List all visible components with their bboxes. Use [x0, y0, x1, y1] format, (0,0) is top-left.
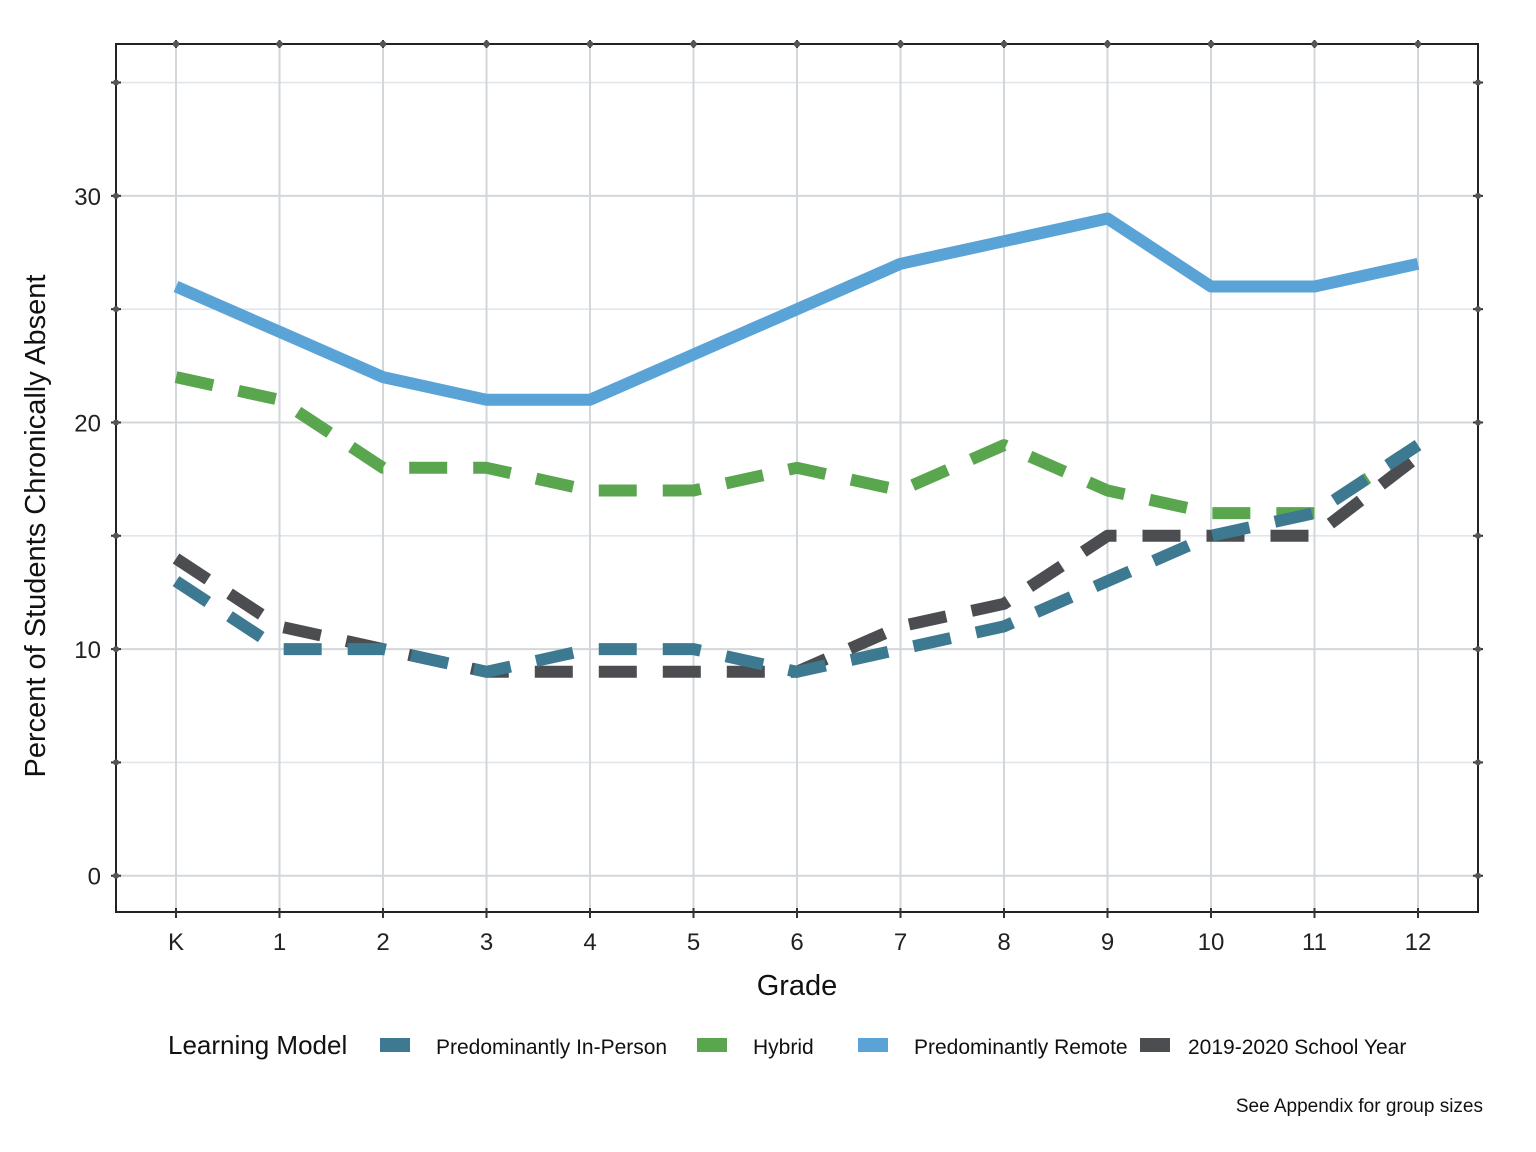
- y-tick-label: 30: [74, 184, 101, 211]
- axis-ticks: [111, 40, 1483, 918]
- x-tick-dot-top: [690, 40, 697, 48]
- y-axis-title: Percent of Students Chronically Absent: [20, 275, 52, 778]
- legend-swatch: [380, 1038, 410, 1052]
- x-tick-label: 1: [273, 929, 286, 956]
- x-tick-label: 10: [1198, 929, 1225, 956]
- x-tick-label: 7: [894, 929, 907, 956]
- y-tick-label: 20: [74, 410, 101, 437]
- y-tick-dot-right: [1475, 79, 1481, 86]
- legend-swatch: [697, 1038, 727, 1052]
- x-tick-dot-top: [379, 40, 387, 48]
- x-tick-dot-top: [586, 40, 594, 48]
- y-tick-dot-left: [113, 419, 119, 426]
- y-tick-dot-right: [1475, 419, 1481, 426]
- series-line-1: [172, 440, 1422, 678]
- y-tick-dot-left: [113, 306, 119, 313]
- legend-label: Hybrid: [753, 1036, 814, 1059]
- x-tick-dot-top: [276, 40, 283, 48]
- x-tick-dot-top: [483, 40, 490, 48]
- legend-label: Predominantly In-Person: [436, 1036, 667, 1059]
- y-tick-dot-left: [113, 192, 119, 199]
- x-tick-dot-top: [793, 40, 801, 48]
- series-line-2: [174, 371, 1422, 520]
- x-tick-label: 9: [1101, 929, 1114, 956]
- y-tick-dot-left: [113, 872, 119, 879]
- y-tick-dot-right: [1475, 646, 1481, 653]
- legend-items: Predominantly In-Person Hybrid Predominant…: [380, 1036, 1406, 1059]
- series-lines: [172, 212, 1422, 678]
- appendix-note: See Appendix for group sizes: [1236, 1096, 1483, 1117]
- y-tick-dot-left: [113, 532, 119, 539]
- x-tick-label: 3: [480, 929, 493, 956]
- x-tick-dot-top: [1207, 40, 1215, 48]
- x-tick-dot-top: [897, 40, 904, 48]
- x-tick-label: K: [168, 929, 184, 956]
- x-tick-label: 4: [583, 929, 596, 956]
- y-tick-label: 0: [88, 864, 101, 891]
- y-tick-dot-right: [1475, 872, 1481, 879]
- y-tick-dot-left: [113, 646, 119, 653]
- x-tick-dot-top: [172, 40, 180, 48]
- legend: Learning Model Predominantly In-Person Hy…: [168, 1030, 1406, 1060]
- legend-swatch: [858, 1038, 888, 1052]
- series-line-3: [173, 212, 1420, 406]
- x-tick-label: 6: [790, 929, 803, 956]
- legend-swatch: [1140, 1038, 1170, 1052]
- x-tick-dot-top: [1104, 40, 1111, 48]
- x-tick-label: 12: [1405, 929, 1432, 956]
- legend-title: Learning Model: [168, 1030, 347, 1060]
- y-axis-tick-labels: 0 10 20 30: [74, 184, 101, 891]
- legend-label: 2019-2020 School Year: [1188, 1036, 1406, 1059]
- x-tick-label: 5: [687, 929, 700, 956]
- y-tick-dot-right: [1475, 192, 1481, 199]
- y-tick-dot-right: [1475, 306, 1481, 313]
- x-tick-dot-top: [1414, 40, 1422, 48]
- x-tick-label: 11: [1302, 929, 1327, 956]
- x-axis-title: Grade: [757, 970, 838, 1002]
- x-tick-label: 2: [376, 929, 389, 956]
- x-axis-tick-labels: K 1 2 3 4 5 6 7 8 9 10 11 12: [168, 929, 1431, 956]
- y-tick-dot-right: [1475, 532, 1481, 539]
- y-tick-label: 10: [74, 637, 101, 664]
- x-tick-label: 8: [997, 929, 1010, 956]
- gridlines: [116, 44, 1478, 912]
- y-tick-dot-left: [113, 79, 119, 86]
- y-tick-dot-right: [1475, 759, 1481, 766]
- x-tick-dot-top: [1000, 40, 1008, 48]
- y-tick-dot-left: [113, 759, 119, 766]
- x-tick-dot-top: [1311, 40, 1318, 48]
- legend-label: Predominantly Remote: [914, 1036, 1128, 1059]
